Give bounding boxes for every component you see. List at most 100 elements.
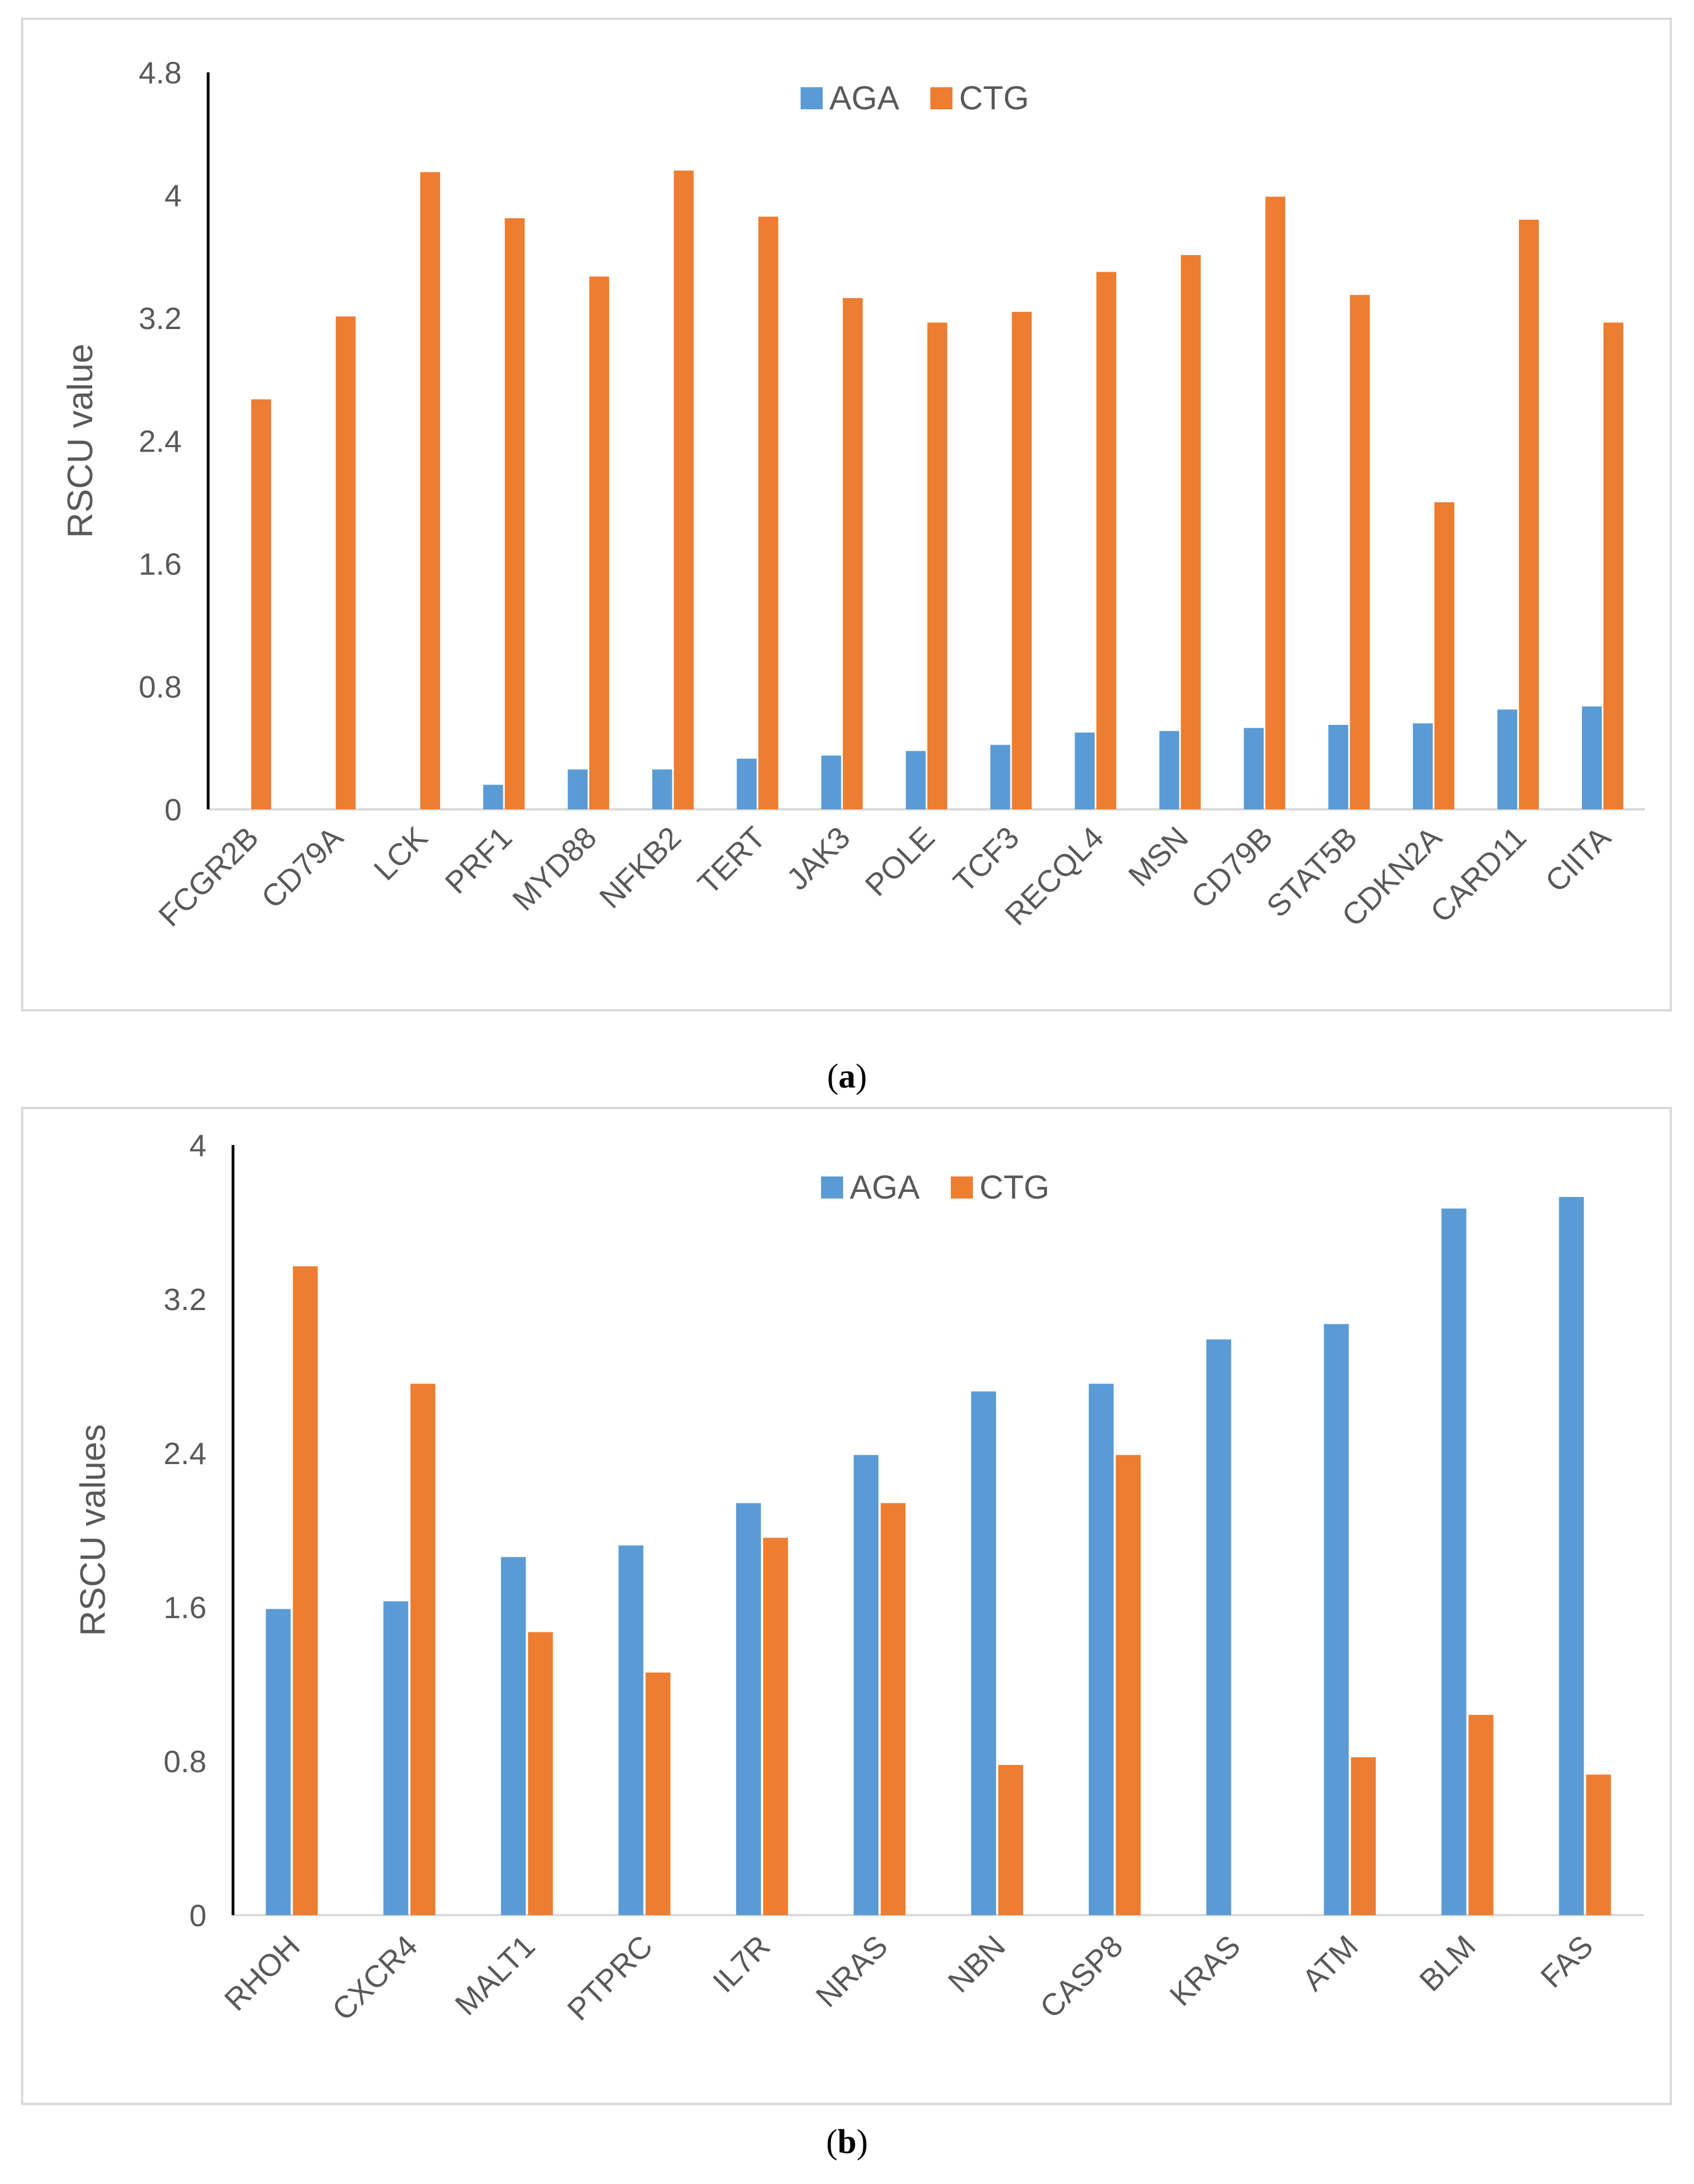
x-tick-label: POLE: [858, 820, 941, 903]
bar-aga-card11: [1497, 709, 1517, 809]
bar-ctg-lck: [420, 172, 441, 809]
bar-aga-cxcr4: [383, 1601, 409, 1915]
x-tick-label: PRF1: [438, 820, 518, 900]
x-tick-label: TCF3: [946, 820, 1026, 899]
bar-aga-blm: [1441, 1208, 1467, 1915]
x-tick-label: LCK: [367, 820, 435, 887]
bar-ctg-cdkn2a: [1434, 502, 1454, 809]
bar-ctg-tcf3: [1012, 311, 1032, 809]
bar-aga-jak3: [821, 755, 841, 809]
legend-swatch-aga: [801, 87, 823, 109]
bar-aga-malt1: [501, 1557, 526, 1915]
chart-panel-b: 0 0.8 1.6 2.4 3.2 4 RSCU values RHOH CXCR4 MALT1 P…: [21, 1107, 1672, 2105]
bar-aga-prf1: [483, 784, 504, 809]
y-tick-label: 1.6: [139, 547, 182, 581]
bar-chart-b: 0 0.8 1.6 2.4 3.2 4 RSCU values RHOH CXCR4 MALT1 P…: [73, 1128, 1644, 2027]
bar-aga-nras: [854, 1455, 879, 1915]
y-tick-label: 3.2: [139, 301, 182, 336]
bar-ctg-cd79b: [1265, 197, 1285, 809]
x-tick-label: MYD88: [506, 820, 604, 918]
bar-ctg-jak3: [843, 298, 863, 809]
y-tick-label: 4: [165, 178, 182, 213]
bar-ctg-fas: [1586, 1774, 1611, 1915]
caption-b-letter: b: [837, 2123, 857, 2161]
legend-label-ctg: CTG: [980, 1169, 1050, 1206]
bar-ctg-msn: [1180, 255, 1201, 809]
caption-b: (b): [826, 2123, 868, 2161]
x-tick-label: IL7R: [706, 1928, 776, 1999]
x-tick-label: KRAS: [1163, 1928, 1247, 2012]
bar-aga-cdkn2a: [1412, 723, 1433, 809]
bar-aga-nfkb2: [652, 769, 673, 809]
x-tick-label: CD79A: [255, 819, 350, 915]
bar-aga-nbn: [971, 1391, 996, 1915]
bar-aga-ptprc: [618, 1545, 644, 1915]
y-axis-label: RSCU value: [60, 343, 100, 538]
x-tick-label: NBN: [941, 1928, 1012, 1999]
chart-panel-a: 0 0.8 1.6 2.4 3.2 4 4.8 RSCU value FCGR2B CD79A LC…: [21, 18, 1672, 1011]
bar-ctg-nfkb2: [674, 171, 694, 809]
x-tick-label: PTPRC: [560, 1928, 659, 2027]
caption-a: (a): [827, 1058, 867, 1095]
y-tick-label: 2.4: [163, 1436, 207, 1471]
y-tick-label: 2.4: [139, 424, 182, 459]
x-tick-label: MSN: [1121, 820, 1195, 893]
bar-ctg-ptprc: [645, 1672, 671, 1915]
bar-aga-tert: [737, 759, 757, 809]
x-tick-label: NFKB2: [592, 820, 687, 915]
x-tick-label: FCGR2B: [152, 820, 265, 933]
bar-aga-stat5b: [1328, 725, 1348, 809]
bar-ctg-blm: [1468, 1715, 1494, 1915]
x-tick-label: NRAS: [809, 1928, 894, 2014]
legend-label-aga: AGA: [829, 79, 899, 116]
bar-aga-recql4: [1074, 732, 1095, 809]
bar-ctg-card11: [1518, 220, 1539, 809]
x-tick-label: TERT: [691, 820, 772, 901]
bar-aga-rhoh: [266, 1609, 291, 1915]
bar-ctg-cd79a: [336, 316, 356, 809]
y-tick-label: 3.2: [163, 1282, 207, 1317]
y-tick-label: 4.8: [139, 55, 182, 90]
x-tick-label: CXCR4: [325, 1928, 424, 2027]
x-tick-label: MALT1: [448, 1928, 542, 2022]
bar-aga-il7r: [736, 1503, 761, 1915]
y-tick-label: 4: [189, 1128, 207, 1163]
legend-label-ctg: CTG: [959, 79, 1029, 116]
bar-aga-cd79b: [1243, 728, 1264, 809]
y-tick-label: 0.8: [163, 1744, 207, 1779]
bar-ctg-casp8: [1115, 1455, 1141, 1915]
legend-swatch-aga: [821, 1176, 843, 1199]
x-tick-label: FAS: [1534, 1928, 1600, 1994]
caption-a-letter: a: [838, 1058, 856, 1095]
bar-ctg-fcgr2b: [251, 399, 272, 809]
x-tick-label: CIITA: [1538, 819, 1617, 898]
bar-aga-kras: [1206, 1339, 1231, 1915]
bar-aga-tcf3: [990, 745, 1010, 809]
bar-ctg-prf1: [505, 218, 525, 809]
legend-swatch-ctg: [930, 87, 952, 109]
bar-aga-atm: [1324, 1324, 1349, 1915]
x-tick-label: BLM: [1412, 1928, 1482, 1998]
bar-ctg-stat5b: [1349, 295, 1370, 809]
bar-aga-myd88: [568, 769, 588, 809]
y-tick-label: 0: [189, 1898, 207, 1933]
bar-ctg-pole: [927, 322, 947, 809]
bar-ctg-ciita: [1603, 322, 1623, 809]
x-tick-label: RHOH: [218, 1928, 306, 2017]
bar-ctg-nras: [881, 1503, 906, 1915]
bar-aga-pole: [906, 751, 926, 809]
bar-aga-fas: [1559, 1197, 1584, 1915]
legend-swatch-ctg: [951, 1176, 973, 1199]
y-tick-label: 1.6: [163, 1590, 207, 1625]
bar-ctg-cxcr4: [410, 1383, 436, 1915]
bar-ctg-myd88: [589, 276, 610, 809]
y-tick-label: 0.8: [139, 670, 182, 704]
bar-ctg-atm: [1351, 1757, 1376, 1915]
x-tick-label: CASP8: [1033, 1928, 1129, 2024]
legend-label-aga: AGA: [850, 1169, 920, 1206]
bar-aga-casp8: [1088, 1383, 1114, 1915]
x-tick-label: JAK3: [780, 820, 856, 897]
bar-ctg-recql4: [1096, 272, 1116, 809]
x-tick-label: ATM: [1295, 1928, 1364, 1997]
